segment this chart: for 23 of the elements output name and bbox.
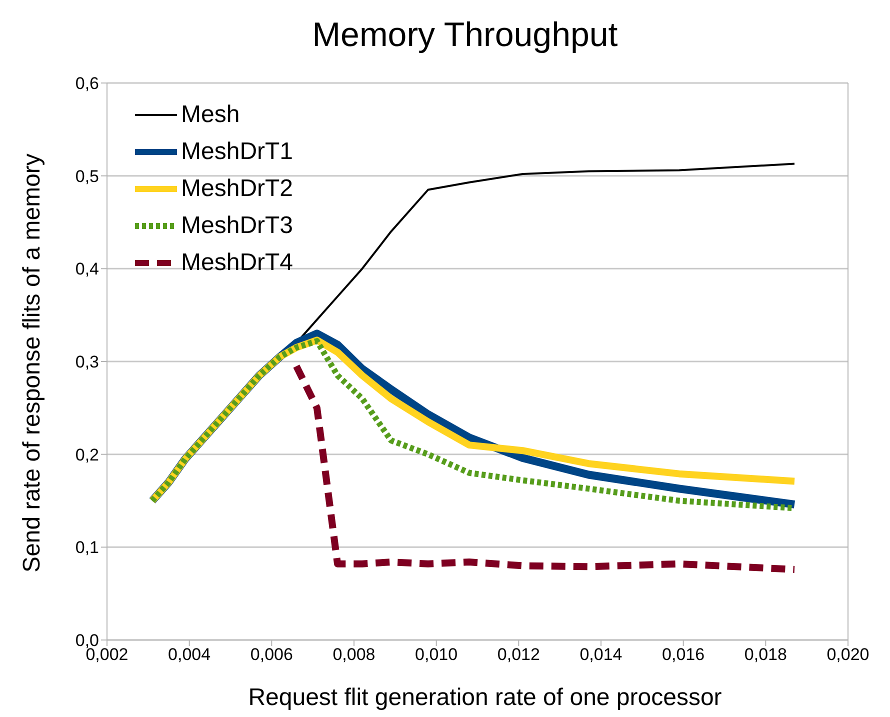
- y-tick-label: 0,6: [75, 74, 99, 94]
- x-axis-title: Request flit generation rate of one processor: [247, 684, 723, 712]
- y-tick-label: 0,3: [75, 352, 99, 372]
- y-tick-label: 0,2: [75, 445, 99, 464]
- x-tick-label: 0,018: [744, 645, 787, 664]
- y-tick-label: 0,1: [75, 538, 99, 558]
- legend-label: MeshDrT1: [181, 137, 294, 167]
- x-tick-label: 0,020: [826, 645, 870, 664]
- x-tick-label: 0,006: [250, 645, 293, 664]
- x-tick-label: 0,010: [415, 645, 458, 664]
- x-tick-label: 0,008: [332, 645, 376, 664]
- legend-label: MeshDrT2: [181, 174, 294, 204]
- legend-label: MeshDrT3: [181, 211, 294, 241]
- y-tick-label: 0,5: [75, 166, 99, 186]
- x-tick-label: 0,016: [662, 645, 705, 664]
- legend-label: Mesh: [181, 100, 240, 130]
- y-tick-label: 0,4: [75, 260, 99, 279]
- chart-title: Memory Throughput: [311, 15, 619, 56]
- x-tick-label: 0,004: [168, 645, 211, 664]
- y-axis-title: Send rate of response flits of a memory: [18, 154, 46, 572]
- x-tick-label: 0,014: [580, 645, 622, 664]
- x-tick-label: 0,012: [497, 645, 540, 664]
- legend-label: MeshDrT4: [181, 248, 294, 278]
